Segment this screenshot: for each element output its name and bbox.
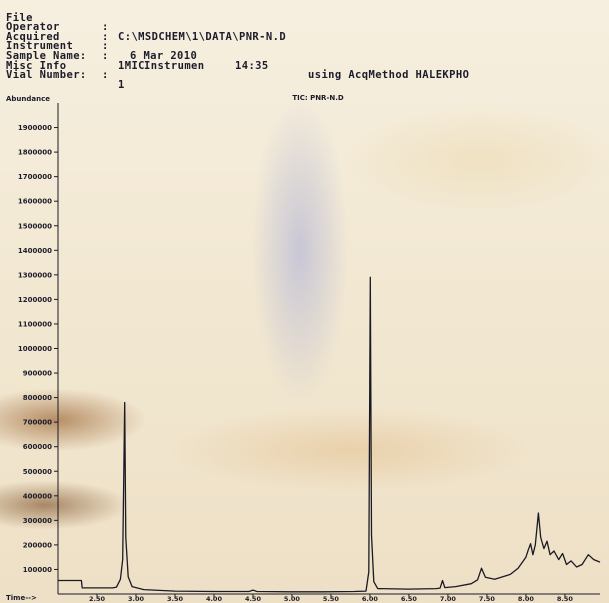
file-label: File — [6, 11, 33, 24]
y-tick-label: 100000 — [23, 566, 52, 574]
file-row: File : C:\MSDCHEM\1\DATA\PNR-N.D — [6, 4, 606, 42]
y-tick-label: 1000000 — [18, 345, 52, 353]
y-tick-label: 800000 — [23, 394, 52, 402]
vial-value: 1 — [118, 78, 125, 91]
y-tick-label: 600000 — [23, 443, 52, 451]
vial-row: Vial Number: 1 — [6, 62, 606, 90]
y-axis-label: Abundance — [6, 95, 50, 103]
colon: : — [102, 40, 109, 53]
x-tick-label: 2.50 — [89, 595, 106, 603]
x-tick-label: 3.50 — [167, 595, 184, 603]
y-tick-label: 1500000 — [18, 222, 52, 230]
x-tick-label: 3.00 — [128, 595, 145, 603]
x-tick-label: 7.50 — [479, 595, 496, 603]
y-tick-label: 1900000 — [18, 124, 52, 132]
x-tick-label: 6.00 — [362, 595, 379, 603]
y-tick-label: 900000 — [23, 370, 52, 378]
x-axis-label: Time--> — [6, 594, 37, 602]
x-tick-label: 6.50 — [401, 595, 418, 603]
y-tick-label: 1700000 — [18, 173, 52, 181]
y-tick-label: 300000 — [23, 517, 52, 525]
colon: : — [102, 49, 109, 62]
y-tick-label: 1300000 — [18, 271, 52, 279]
y-axis-ticks: 100000 200000 300000 400000 500000 600000 7000… — [18, 124, 58, 574]
operator-row: Operator : — [6, 14, 606, 42]
y-tick-label: 1100000 — [18, 320, 52, 328]
colon: : — [102, 69, 109, 82]
x-axis-ticks: 2.50 3.00 3.50 4.00 4.50 5.00 5.50 6.00 6.50 7.00… — [89, 594, 573, 603]
x-tick-label: 4.00 — [206, 595, 223, 603]
misc-row: Misc Info : — [6, 52, 606, 81]
x-tick-label: 5.50 — [323, 595, 340, 603]
y-tick-label: 1200000 — [18, 296, 52, 304]
colon: : — [102, 21, 109, 34]
report-header: File : C:\MSDCHEM\1\DATA\PNR-N.D Operato… — [6, 4, 606, 90]
operator-label: Operator — [6, 21, 60, 34]
chart-title: TIC: PNR-N.D — [292, 94, 344, 102]
sample-row: Sample Name: 1MIC — [6, 42, 606, 71]
misc-label: Misc Info — [6, 59, 67, 72]
y-tick-label: 1600000 — [18, 198, 52, 206]
acquired-label: Acquired — [6, 30, 60, 43]
colon: : — [102, 30, 109, 43]
vial-label: Vial Number: — [6, 69, 87, 82]
y-tick-label: 500000 — [23, 468, 52, 476]
tic-trace-line — [58, 276, 601, 593]
x-tick-label: 8.50 — [557, 595, 574, 603]
acquired-date: 6 Mar 2010 — [130, 49, 198, 62]
instrument-row: Instrument : Instrumen — [6, 33, 606, 70]
acquired-row: Acquired : 6 Mar 2010 14:35 using AcqMet… — [6, 23, 606, 80]
x-tick-label: 7.00 — [440, 595, 457, 603]
x-tick-label: 5.00 — [284, 595, 301, 603]
sample-label: Sample Name: — [6, 49, 87, 62]
instrument-value: Instrumen — [144, 59, 205, 72]
y-tick-label: 400000 — [23, 492, 52, 500]
y-tick-label: 700000 — [23, 419, 52, 427]
file-value: C:\MSDCHEM\1\DATA\PNR-N.D — [118, 30, 287, 43]
instrument-label: Instrument — [6, 40, 74, 53]
x-tick-label: 8.00 — [518, 595, 535, 603]
y-tick-label: 200000 — [23, 541, 52, 549]
y-tick-label: 1800000 — [18, 149, 52, 157]
x-tick-label: 4.50 — [245, 595, 262, 603]
sample-value: 1MIC — [118, 59, 145, 72]
y-tick-label: 1400000 — [18, 247, 52, 255]
acquired-time: 14:35 — [235, 59, 269, 72]
acquired-method: using AcqMethod HALEKPHO — [308, 69, 470, 82]
